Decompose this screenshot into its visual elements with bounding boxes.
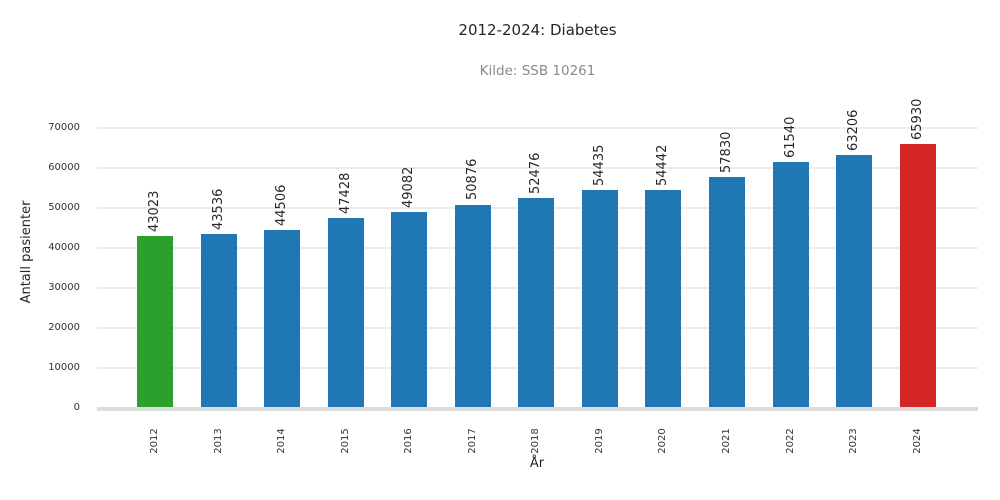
bar-2016 — [391, 211, 428, 407]
x-axis-label: År — [529, 456, 545, 471]
x-axis-baseline — [97, 407, 978, 411]
y-tick-40000: 40000 — [48, 242, 80, 253]
y-tick-0: 0 — [73, 402, 80, 413]
bar-value-label-2017: 50876 — [464, 159, 480, 201]
x-tick-2016: 2016 — [403, 428, 415, 454]
bar-2021 — [708, 176, 745, 407]
bar-value-label-2022: 61540 — [782, 116, 798, 158]
y-tick-20000: 20000 — [48, 322, 80, 333]
gridline-70000 — [97, 127, 978, 129]
bar-value-label-2024: 65930 — [909, 98, 925, 141]
bar-2018 — [518, 198, 555, 407]
x-tick-2017: 2017 — [466, 428, 478, 454]
bar-2020 — [645, 190, 682, 407]
bar-value-label-2012: 43023 — [147, 190, 162, 232]
bar-2013 — [200, 233, 237, 407]
x-tick-2015: 2015 — [339, 428, 351, 454]
bar-2022 — [772, 161, 809, 407]
bar-value-label-2014: 44506 — [274, 184, 290, 226]
bar-2019 — [581, 190, 618, 407]
x-tick-2022: 2022 — [784, 428, 796, 454]
x-tick-2024: 2024 — [911, 428, 923, 454]
gridline-60000 — [97, 167, 978, 169]
bar-2024 — [899, 144, 936, 407]
bar-value-label-2023: 63206 — [846, 109, 862, 152]
plot-area — [97, 105, 978, 411]
bar-2017 — [454, 204, 491, 407]
bar-2012 — [137, 235, 173, 407]
chart-title: 2012-2024: Diabetes — [458, 21, 617, 39]
bar-value-label-2013: 43536 — [210, 188, 226, 230]
bar-2014 — [264, 229, 301, 407]
bar-value-label-2015: 47428 — [337, 172, 353, 215]
y-tick-60000: 60000 — [48, 162, 80, 173]
bar-2023 — [836, 155, 873, 407]
x-tick-2012: 2012 — [149, 428, 160, 454]
bar-value-label-2020: 54442 — [655, 144, 671, 187]
y-tick-30000: 30000 — [48, 282, 80, 293]
x-tick-2014: 2014 — [276, 428, 288, 454]
y-tick-50000: 50000 — [48, 202, 80, 213]
bar-value-label-2018: 52476 — [528, 152, 544, 195]
bar-2015 — [327, 218, 364, 407]
x-tick-2020: 2020 — [657, 428, 669, 454]
bar-value-label-2021: 57830 — [718, 131, 734, 173]
bar-value-label-2016: 49082 — [401, 166, 417, 208]
x-tick-2021: 2021 — [720, 428, 732, 454]
chart-subtitle: Kilde: SSB 10261 — [479, 63, 596, 79]
x-tick-2013: 2013 — [212, 428, 224, 454]
x-tick-2019: 2019 — [593, 428, 605, 454]
x-tick-2018: 2018 — [530, 428, 542, 454]
bar-value-label-2019: 54435 — [591, 144, 607, 187]
x-tick-2023: 2023 — [848, 428, 860, 454]
y-tick-70000: 70000 — [48, 122, 80, 133]
y-tick-10000: 10000 — [48, 362, 80, 373]
